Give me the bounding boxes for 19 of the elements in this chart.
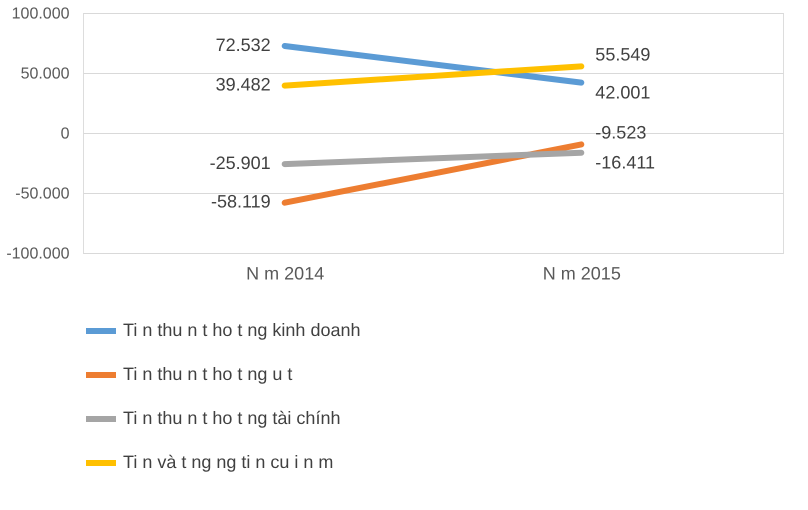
y-tick-label: 100.000 (12, 6, 70, 22)
legend-label: Ti n thu n t ho t ng tài chính (123, 408, 340, 428)
legend-label: Ti n và t ng ng ti n cu i n m (123, 452, 334, 472)
legend-label: Ti n thu n t ho t ng kinh doanh (123, 320, 360, 340)
data-label: -25.901 (210, 153, 271, 174)
data-label: 39.482 (216, 74, 271, 95)
legend-label: Ti n thu n t ho t ng u t (123, 364, 292, 384)
data-label: 72.532 (216, 34, 271, 55)
data-label: 55.549 (595, 44, 650, 64)
y-tick-label: -50.000 (15, 186, 70, 202)
y-tick-label: -100.000 (6, 246, 70, 262)
data-label: -58.119 (210, 192, 271, 212)
data-label: 42.001 (595, 82, 650, 103)
x-tick-label: N m 2015 (542, 264, 621, 284)
y-tick-label: 0 (60, 126, 70, 142)
y-tick-label: 50.000 (20, 66, 70, 82)
data-label: -9.523 (595, 122, 646, 142)
data-label: -16.411 (595, 152, 656, 173)
x-tick-label: N m 2014 (246, 264, 324, 284)
